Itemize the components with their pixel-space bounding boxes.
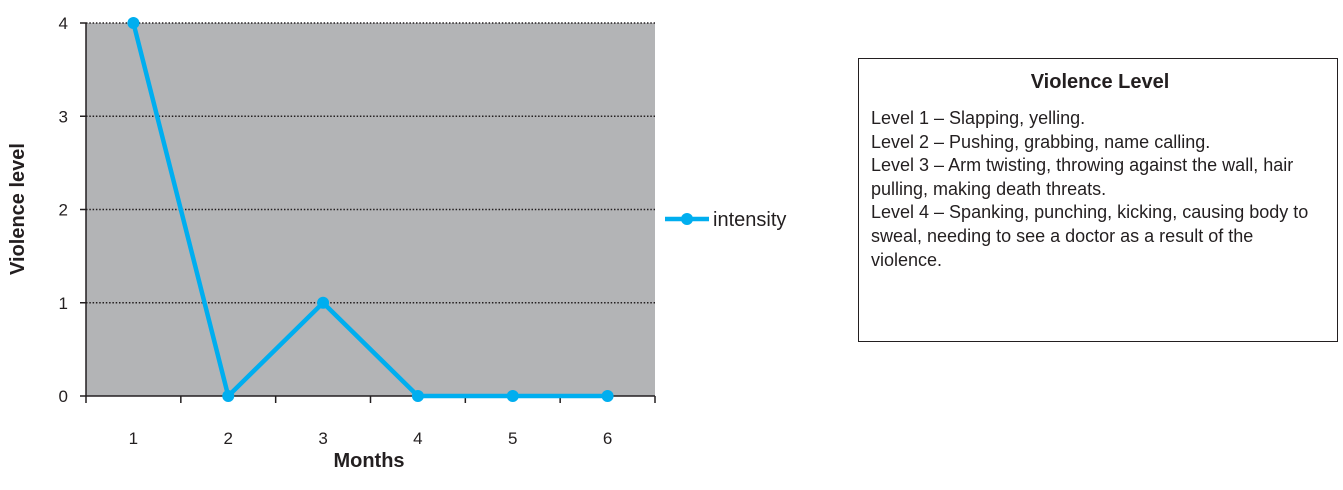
data-point-month-3 xyxy=(317,296,330,309)
key-title: Violence Level xyxy=(1030,71,1170,93)
x-tick-label-6: 6 xyxy=(603,429,612,448)
x-tick-label-4: 4 xyxy=(413,429,422,448)
key-level-4: Level 4 – Spanking, punching, kicking, c… xyxy=(871,202,1309,270)
y-tick-label-0: 0 xyxy=(59,387,68,406)
violence-level-key: Violence Level Level 1 – Slapping, yelli… xyxy=(858,58,1338,342)
x-tick-label-2: 2 xyxy=(224,429,233,448)
x-axis-title: Months xyxy=(333,450,404,472)
x-tick-label-3: 3 xyxy=(318,429,327,448)
y-tick-labels: 0 1 2 3 4 xyxy=(59,14,68,406)
legend: intensity xyxy=(665,209,786,231)
x-tick-label-1: 1 xyxy=(129,429,138,448)
key-level-3: Level 3 – Arm twisting, throwing against… xyxy=(871,155,1294,199)
data-point-month-2 xyxy=(222,390,235,402)
line-chart: 0 1 2 3 4 1 2 3 4 5 6 Violence level Months inten… xyxy=(7,14,786,472)
y-axis-title: Violence level xyxy=(7,143,29,275)
y-tick-label-2: 2 xyxy=(59,201,68,220)
legend-marker-swatch xyxy=(681,213,693,225)
data-point-month-6 xyxy=(601,390,614,402)
x-tick-labels: 1 2 3 4 5 6 xyxy=(129,429,613,448)
legend-label-intensity: intensity xyxy=(713,209,786,231)
y-tick-label-3: 3 xyxy=(59,107,68,126)
key-level-1: Level 1 – Slapping, yelling. xyxy=(871,108,1086,128)
key-level-list: Level 1 – Slapping, yelling. Level 2 – P… xyxy=(871,107,1329,272)
data-point-month-4 xyxy=(411,390,424,402)
series-line-intensity xyxy=(131,22,608,401)
y-tick-label-4: 4 xyxy=(59,14,68,33)
data-point-month-5 xyxy=(506,390,519,402)
y-tick-label-1: 1 xyxy=(59,294,68,313)
x-tick-label-5: 5 xyxy=(508,429,517,448)
gridlines xyxy=(86,22,655,304)
series-intensity xyxy=(127,17,614,402)
data-point-month-1 xyxy=(127,17,140,29)
key-level-2: Level 2 – Pushing, grabbing, name callin… xyxy=(871,131,1211,152)
